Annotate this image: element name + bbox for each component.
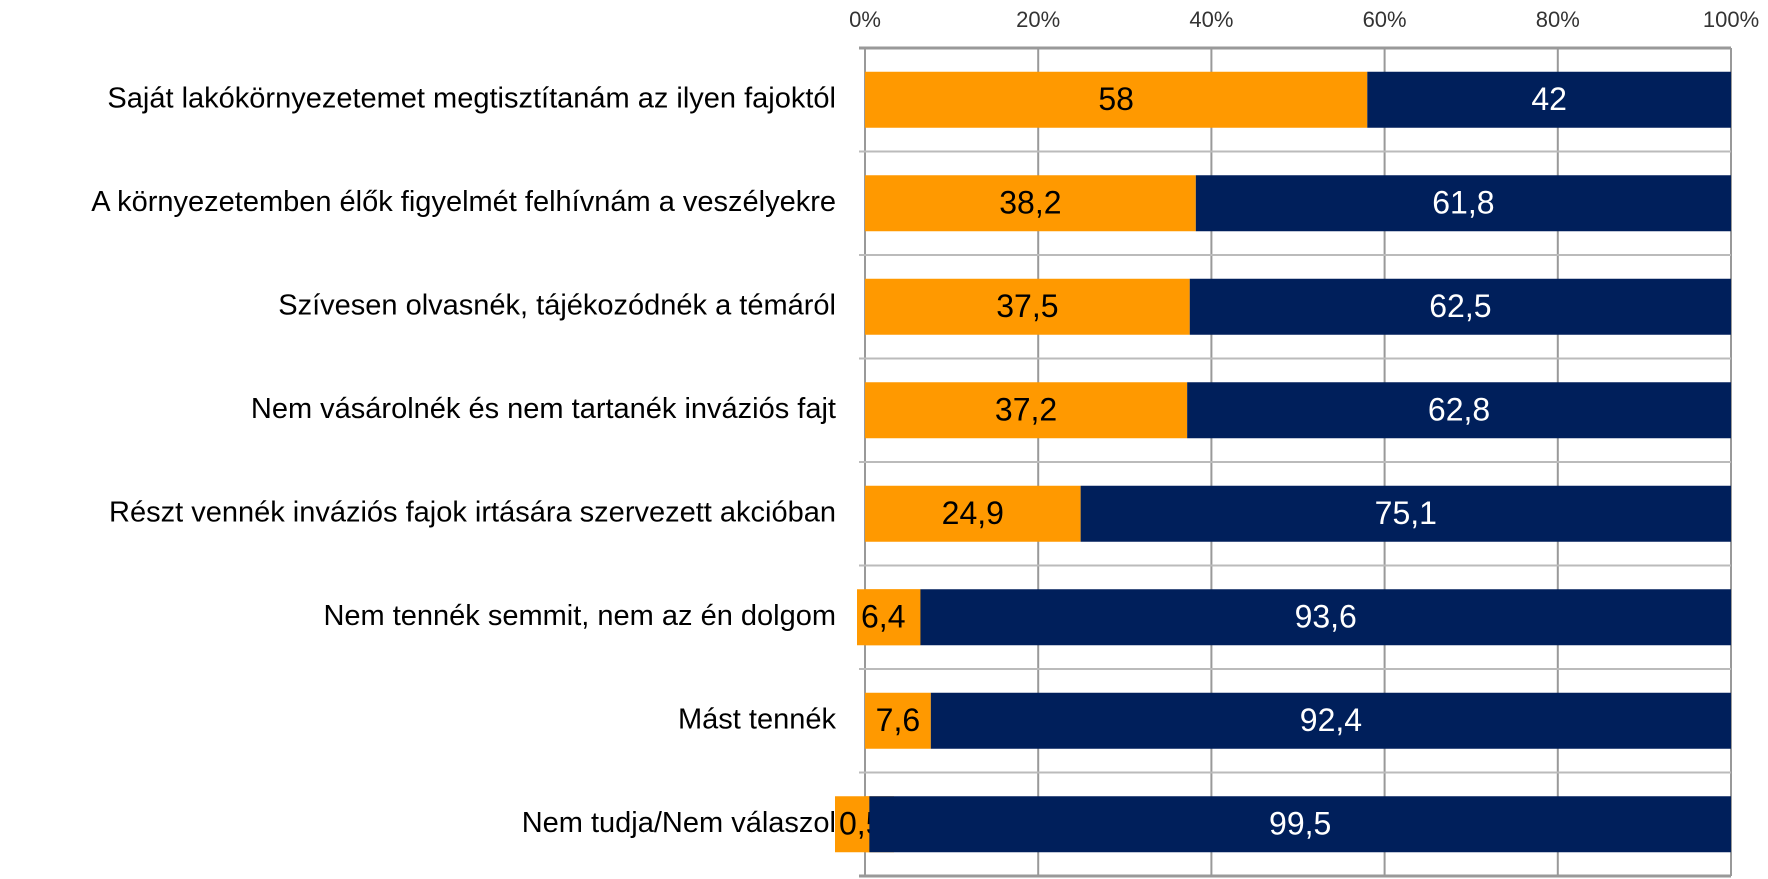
bar-segment [865,278,1190,335]
category-label: Szívesen olvasnék, tájékozódnék a témáró… [278,289,836,321]
data-label: 37,2 [995,392,1057,428]
bar-segment [865,382,1188,439]
category-label: Nem tudja/Nem válaszol [522,807,836,839]
x-tick-label: 40% [1189,7,1233,32]
category-label: A környezetemben élők figyelmét felhívná… [91,186,836,218]
category-label: Nem vásárolnék és nem tartanék inváziós … [251,393,836,425]
bar-segment [930,692,1731,749]
data-label: 62,5 [1429,288,1491,324]
category-label: Saját lakókörnyezetemet megtisztítanám a… [107,82,836,114]
data-label: 38,2 [999,185,1061,221]
bar-segment [1187,382,1731,439]
data-label: 7,6 [876,702,920,738]
bar-segment [869,796,1731,853]
bar-segment [865,175,1196,232]
data-label: 61,8 [1432,185,1494,221]
bar-segment [865,485,1081,542]
data-label: 58 [1098,81,1134,117]
data-label: 62,8 [1428,392,1490,428]
bar-segment [865,692,931,749]
data-label: 24,9 [942,495,1004,531]
bar-segment [865,71,1368,128]
data-label: 93,6 [1295,599,1357,635]
x-tick-label: 100% [1703,7,1759,32]
category-label: Mást tennék [678,703,836,735]
bar-segment [920,589,1731,646]
data-label: 6,4 [861,599,905,635]
data-label-background [857,589,921,646]
data-label: 92,4 [1300,702,1362,738]
data-label: 42 [1531,81,1567,117]
data-label: 37,5 [996,288,1058,324]
bar-segment [1367,71,1731,128]
x-tick-label: 0% [849,7,881,32]
data-label: 99,5 [1269,806,1331,842]
data-label: 75,1 [1375,495,1437,531]
bar-segment [1080,485,1731,542]
bar-segment [1189,278,1731,335]
x-tick-label: 20% [1016,7,1060,32]
category-label: Nem tennék semmit, nem az én dolgom [323,600,836,632]
x-tick-label: 80% [1536,7,1580,32]
bar-segment [1195,175,1731,232]
category-label: Részt vennék inváziós fajok irtására sze… [109,496,836,528]
x-tick-label: 60% [1363,7,1407,32]
